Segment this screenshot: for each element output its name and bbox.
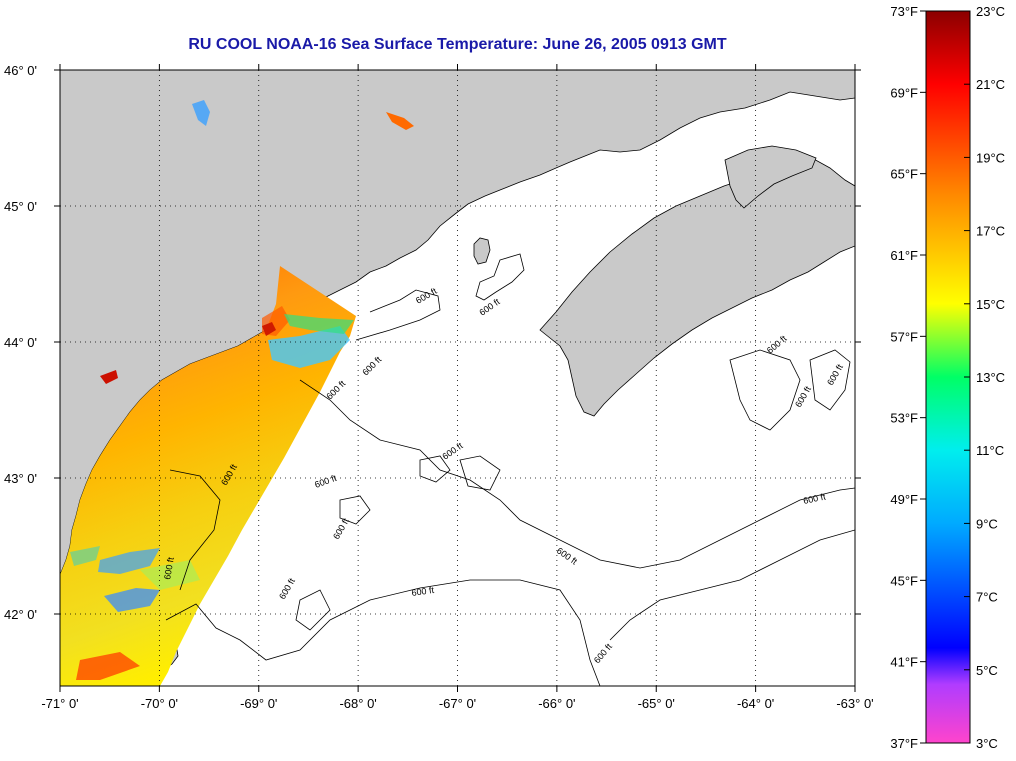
celsius-label: 23°C [976, 4, 1005, 19]
celsius-label: 5°C [976, 663, 998, 678]
lake-sst [192, 100, 210, 126]
lon-label: -71° 0' [41, 696, 78, 711]
fahrenheit-label: 41°F [890, 655, 918, 670]
colorbar-gradient [925, 10, 971, 744]
celsius-label: 17°C [976, 224, 1005, 239]
land-nova-scotia [539, 157, 855, 417]
lon-label: -65° 0' [638, 696, 675, 711]
figure-title: RU COOL NOAA-16 Sea Surface Temperature:… [188, 36, 727, 53]
fahrenheit-label: 61°F [890, 248, 918, 263]
celsius-label: 7°C [976, 590, 998, 605]
celsius-label: 13°C [976, 370, 1005, 385]
fahrenheit-label: 69°F [890, 85, 918, 100]
lon-label: -70° 0' [141, 696, 178, 711]
bathymetry-contours [165, 253, 855, 686]
lon-label: -64° 0' [737, 696, 774, 711]
bathy-label: 600 ft [411, 585, 435, 598]
fahrenheit-label: 49°F [890, 492, 918, 507]
lat-label: 43° 0' [4, 471, 37, 486]
lat-label: 42° 0' [4, 607, 37, 622]
celsius-label: 21°C [976, 77, 1005, 92]
celsius-label: 3°C [976, 736, 998, 751]
celsius-label: 11°C [976, 443, 1004, 458]
lon-label: -68° 0' [339, 696, 376, 711]
lon-label: -63° 0' [836, 696, 873, 711]
fahrenheit-label: 57°F [890, 329, 918, 344]
lat-label: 45° 0' [4, 199, 37, 214]
lake-sst-2 [386, 112, 414, 130]
map-axes: -71° 0' -70° 0' -69° 0' -68° 0' -67° 0' -66° … [4, 63, 874, 711]
land-cape-breton [724, 145, 817, 209]
lon-label: -69° 0' [240, 696, 277, 711]
lon-label: -66° 0' [538, 696, 575, 711]
celsius-label: 9°C [976, 516, 998, 531]
bathy-label: 600 ft [802, 491, 827, 506]
celsius-label: 19°C [976, 150, 1005, 165]
lon-label: -67° 0' [439, 696, 476, 711]
fahrenheit-label: 37°F [890, 736, 918, 751]
lat-label: 44° 0' [4, 335, 37, 350]
colorbar: 73°F 69°F 65°F 61°F 57°F 53°F 49°F 45°F 41°F 37°F… [890, 4, 1005, 751]
colorbar-ticks: 73°F 69°F 65°F 61°F 57°F 53°F 49°F 45°F 41°F 37°F… [890, 4, 1005, 751]
fahrenheit-label: 73°F [890, 4, 918, 19]
fahrenheit-label: 65°F [890, 167, 918, 182]
fahrenheit-label: 45°F [890, 573, 918, 588]
celsius-label: 15°C [976, 297, 1005, 312]
sst-swath [60, 266, 356, 686]
land-island [473, 237, 491, 265]
bathy-label: 600 ft [162, 556, 176, 580]
map-panel: 600 ft 600 ft 600 ft 600 ft 600 ft 600 f… [60, 70, 855, 686]
fahrenheit-label: 53°F [890, 411, 918, 426]
lat-label: 46° 0' [4, 63, 37, 78]
